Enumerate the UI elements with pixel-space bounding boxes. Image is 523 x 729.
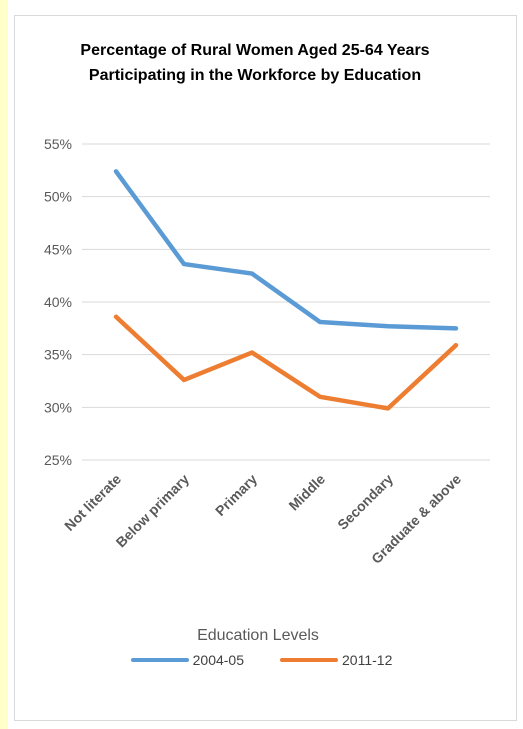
x-tick-label: Middle [285,471,328,514]
series-line-2011-12 [113,314,459,411]
chart-title: Percentage of Rural Women Aged 25-64 Yea… [80,42,430,84]
y-tick-label: 50% [44,189,72,205]
gridlines [82,143,490,461]
legend-label-2011-12: 2011-12 [342,652,393,668]
legend-label-2004-05: 2004-05 [192,652,245,668]
y-axis-ticks: 55% 50% 45% 40% 35% 30% 25% [44,136,72,468]
y-tick-label: 45% [44,241,72,257]
legend-swatch-2004-05 [130,658,189,662]
legend-swatch-2011-12 [280,658,339,662]
x-tick-label: Below primary [113,471,193,551]
left-accent-stripe [0,0,8,729]
legend: 2004-05 2011-12 [0,652,523,668]
y-tick-label: 30% [44,399,72,415]
x-tick-label: Not literate [61,471,124,534]
legend-item-2004-05: 2004-05 [130,652,245,668]
y-tick-label: 40% [44,294,72,310]
legend-item-2011-12: 2011-12 [280,652,392,668]
y-tick-label: 25% [44,452,72,468]
y-tick-label: 55% [44,136,72,152]
x-axis-label: Education Levels [197,627,319,644]
series-lines [113,169,459,411]
x-tick-label: Primary [212,471,260,519]
series-line-2004-05 [113,169,459,331]
x-tick-label: Secondary [334,471,396,533]
y-tick-label: 35% [44,347,72,363]
